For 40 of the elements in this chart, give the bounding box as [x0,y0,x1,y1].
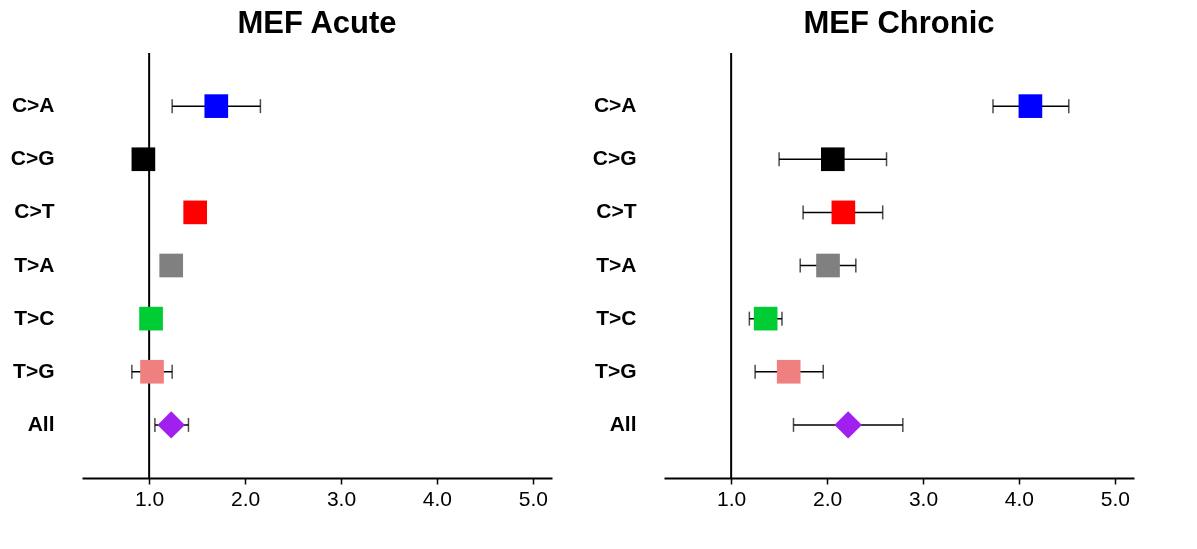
y-tick-label: T>G [13,358,55,382]
y-tick-label: C>T [596,199,637,223]
x-tick-label: 1.0 [717,486,747,510]
x-tick-label: 2.0 [230,486,261,510]
chart-title: MEF Acute [237,5,397,40]
x-tick-label: 4.0 [422,486,452,510]
x-tick-label: 3.0 [326,486,357,510]
point [820,147,845,172]
x-tick-label: 2.0 [812,486,843,510]
point [140,359,164,384]
point [834,411,862,439]
y-tick-label: T>G [595,358,637,382]
x-tick-label: 1.0 [135,486,165,510]
y-tick-label: T>C [14,305,55,329]
x-tick-label: 5.0 [518,486,548,510]
y-tick-label: C>G [10,146,55,170]
x-tick-label: 4.0 [1004,486,1034,510]
chart-title: MEF Chronic [803,5,995,40]
y-tick-label: C>A [593,93,637,117]
x-tick-label: 3.0 [908,486,939,510]
y-tick-label: T>A [596,252,637,276]
point [183,200,208,225]
point [204,94,229,118]
y-tick-label: C>T [14,199,55,223]
y-tick-label: All [27,411,55,435]
point [753,306,778,331]
point [776,359,801,384]
point [816,253,840,278]
x-tick-label: 5.0 [1100,486,1130,510]
y-tick-label: T>A [14,252,55,276]
y-tick-label: T>C [596,305,637,329]
point [159,253,184,278]
point [1018,94,1043,118]
point [831,200,856,225]
y-tick-label: C>A [11,93,55,117]
point [131,147,156,172]
y-tick-label: C>G [592,146,637,170]
point [139,306,163,331]
point [157,411,185,439]
y-tick-label: All [609,411,637,435]
